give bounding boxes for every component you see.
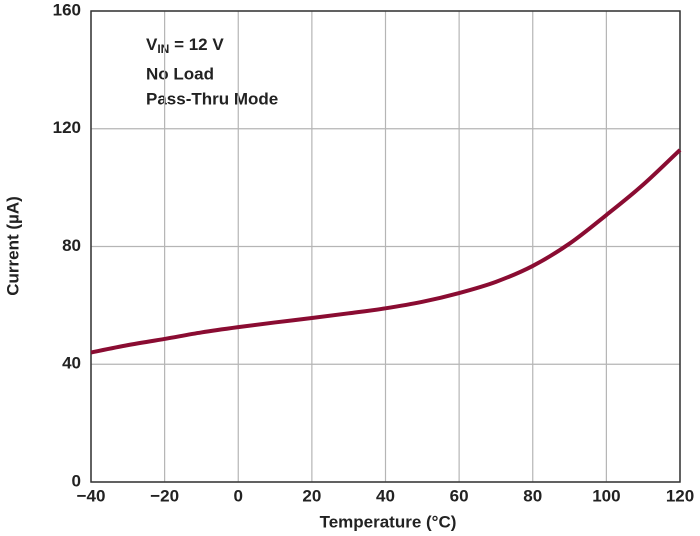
y-axis-title: Current (µA) bbox=[3, 196, 22, 296]
annotation-line: Pass-Thru Mode bbox=[146, 89, 278, 108]
x-tick-label: 60 bbox=[450, 486, 469, 505]
y-tick-label: 120 bbox=[53, 118, 81, 137]
x-tick-label: 0 bbox=[234, 486, 243, 505]
x-tick-label: 40 bbox=[376, 486, 395, 505]
plot-border bbox=[90, 10, 681, 483]
x-tick-label: 100 bbox=[592, 486, 620, 505]
annotation-line: No Load bbox=[146, 64, 214, 83]
y-tick-label: 80 bbox=[62, 236, 81, 255]
x-tick-label: 20 bbox=[302, 486, 321, 505]
y-tick-label: 0 bbox=[72, 471, 81, 490]
x-tick-label: −20 bbox=[150, 486, 179, 505]
annotation: VIN = 12 V bbox=[146, 35, 224, 56]
x-axis-title: Temperature (°C) bbox=[320, 512, 457, 531]
y-tick-label: 40 bbox=[62, 354, 81, 373]
x-tick-label: 80 bbox=[523, 486, 542, 505]
x-tick-label: 120 bbox=[666, 486, 694, 505]
x-tick-label: −40 bbox=[77, 486, 106, 505]
y-tick-label: 160 bbox=[53, 0, 81, 19]
data-line bbox=[90, 148, 682, 355]
